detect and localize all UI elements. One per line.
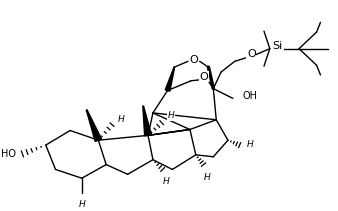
Polygon shape xyxy=(143,106,151,136)
Text: H: H xyxy=(163,177,170,186)
Text: Si: Si xyxy=(273,41,283,51)
Polygon shape xyxy=(86,110,101,141)
Text: H: H xyxy=(78,200,85,209)
Text: HO: HO xyxy=(1,149,16,159)
Text: O: O xyxy=(199,72,208,82)
Text: H: H xyxy=(118,115,125,124)
Text: H: H xyxy=(204,173,211,182)
Polygon shape xyxy=(165,67,175,91)
Text: H: H xyxy=(168,111,174,120)
Text: O: O xyxy=(247,49,256,58)
Text: O: O xyxy=(190,55,198,65)
Text: OH: OH xyxy=(243,91,258,101)
Text: H: H xyxy=(246,140,253,149)
